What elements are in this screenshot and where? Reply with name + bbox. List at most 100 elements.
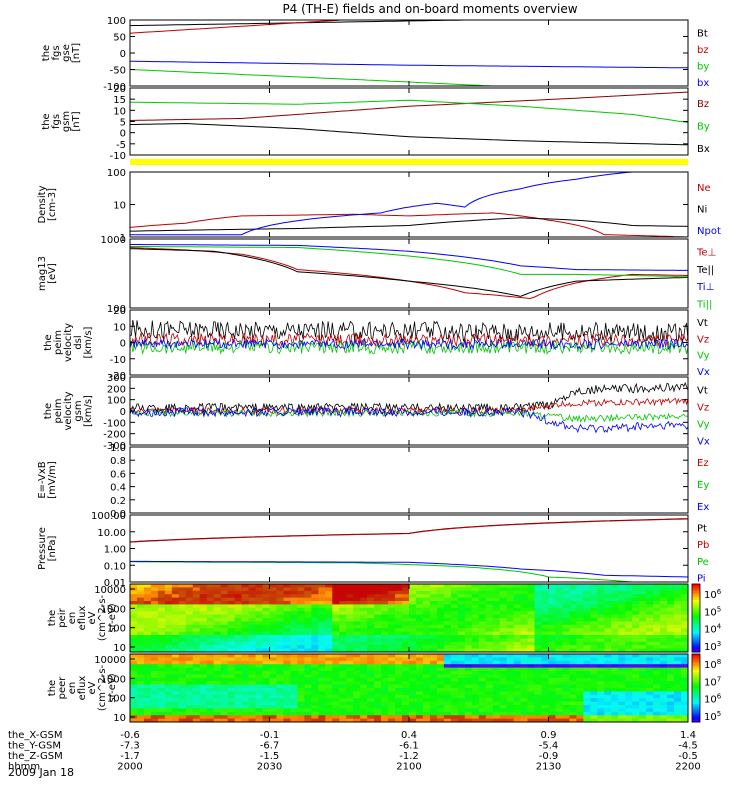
legend-Bx: Bx [697,144,710,155]
heatmap-cell [604,684,612,689]
heatmap-cell [646,614,654,619]
heatmap-cell [597,698,605,703]
heatmap-cell [402,660,410,665]
y-tick-label: 20 [113,306,126,317]
heatmap-cell [562,624,570,629]
heatmap-cell [485,624,494,629]
heatmap-cell [388,584,396,588]
heatmap-cell [276,667,284,672]
heatmap-cell [639,654,647,658]
heatmap-cell [618,660,626,665]
heatmap-cell [206,631,215,636]
heatmap-cell [171,641,180,646]
heatmap-cell [527,708,536,713]
heatmap-cell [464,677,473,682]
heatmap-cell [346,604,354,609]
heatmap-cell [325,635,333,639]
heatmap-cell [639,645,647,650]
heatmap-cell [255,718,264,723]
heatmap-cell [241,701,250,706]
heatmap-cell [150,654,159,658]
heatmap-cell [667,645,675,650]
heatmap-cell [143,645,152,650]
heatmap-cell [492,705,501,709]
heatmap-cell [443,624,452,629]
heatmap-cell [485,694,494,699]
heatmap-cell [639,708,647,713]
heatmap-cell [409,667,417,672]
heatmap-cell [136,701,145,706]
heatmap-cell [388,698,396,703]
heatmap-cell [604,621,612,626]
heatmap-cell [367,648,375,653]
heatmap-cell [227,698,236,703]
heatmap-cell [534,614,543,619]
heatmap-cell [185,587,194,592]
heatmap-cell [450,701,459,706]
heatmap-cell [492,691,501,696]
heatmap-cell [562,664,570,669]
heatmap-cell [311,654,319,658]
y-tick-label: 0 [120,49,126,60]
heatmap-cell [618,590,626,595]
heatmap-cell [276,660,284,665]
heatmap-cell [464,664,473,669]
series-line-Te⊥ [129,247,689,300]
heatmap-cell [576,654,584,658]
legend-Ni: Ni [697,205,707,216]
heatmap-cell [450,648,459,653]
heatmap-cell [674,664,682,669]
heatmap-cell [492,657,501,662]
heatmap-cell [332,590,340,595]
heatmap-cell [262,681,270,686]
heatmap-cell [506,601,515,605]
heatmap-cell [325,638,333,643]
heatmap-cell [353,715,361,720]
heatmap-cell [618,604,626,609]
heatmap-cell [178,618,187,622]
heatmap-cell [353,621,361,626]
heatmap-cell [415,691,424,696]
heatmap-cell [450,688,459,692]
heatmap-cell [681,671,689,675]
heatmap-cell [569,621,577,626]
colorbar-cell [692,715,700,718]
heatmap-cell [346,628,354,633]
heatmap-cell [178,667,187,672]
heatmap-cell [548,711,556,716]
heatmap-cell [485,594,494,599]
heatmap-cell [590,631,598,636]
heatmap-cell [290,664,298,669]
heatmap-cell [290,638,298,643]
heatmap-cell [283,607,291,612]
heatmap-cell [450,694,459,699]
heatmap-cell [374,614,382,619]
heatmap-cell [367,641,375,646]
heatmap-cell [534,624,543,629]
heatmap-cell [506,654,515,658]
heatmap-cell [388,701,396,706]
heatmap-cell [450,635,459,639]
heatmap-cell [646,667,654,672]
y-axis-label: the fgs gse [nT] [41,43,82,63]
heatmap-cell [171,681,180,686]
series-line-Ti|| [129,245,689,278]
heatmap-cell [660,654,668,658]
colorbar-tick-label: 106 [704,693,722,706]
heatmap-cell [213,614,222,619]
heatmap-cell [213,674,222,679]
heatmap-cell [318,645,326,650]
heatmap-cell [681,698,689,703]
heatmap-cell [130,660,138,665]
heatmap-cell [150,587,159,592]
heatmap-cell [443,601,452,605]
heatmap-cell [639,607,647,612]
heatmap-cell [639,664,647,669]
heatmap-cell [527,684,536,689]
heatmap-cell [276,631,284,636]
heatmap-cell [325,621,333,626]
heatmap-cell [604,594,612,599]
heatmap-cell [311,638,319,643]
heatmap-cell [450,691,459,696]
